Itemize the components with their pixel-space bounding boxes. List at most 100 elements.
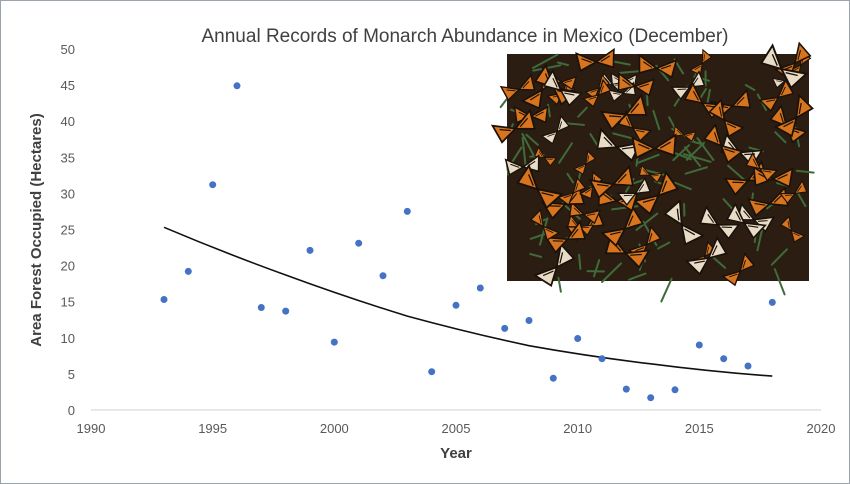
butterfly: [568, 201, 602, 225]
data-point: [355, 239, 363, 247]
butterfly: [632, 170, 679, 216]
monarch-butterfly-photo: [490, 41, 815, 303]
fir-needle: [773, 268, 786, 296]
butterfly: [617, 109, 653, 142]
fir-needle: [635, 212, 659, 231]
fir-needle: [578, 253, 582, 270]
y-tick-label: 50: [61, 42, 75, 57]
data-point: [257, 304, 265, 311]
fir-needle: [685, 141, 705, 161]
butterfly: [699, 205, 741, 240]
fir-needle: [547, 103, 551, 118]
butterfly: [582, 78, 612, 108]
butterfly: [773, 93, 814, 138]
chart-title: Annual Records of Monarch Abundance in M…: [202, 26, 729, 47]
butterfly: [599, 93, 648, 131]
y-tick-label: 10: [61, 331, 75, 346]
data-point: [695, 341, 703, 349]
x-tick-label: 2005: [442, 421, 471, 436]
fir-needle: [525, 133, 539, 146]
data-point: [452, 301, 460, 309]
butterfly: [703, 123, 744, 164]
fir-needle: [660, 277, 673, 303]
data-point: [233, 82, 241, 90]
y-tick-label: 0: [68, 403, 75, 418]
butterfly: [688, 48, 713, 76]
butterfly: [490, 108, 536, 144]
fir-needle: [770, 248, 788, 266]
fir-needle: [652, 109, 661, 131]
butterfly: [540, 114, 571, 145]
data-point: [379, 272, 387, 280]
fir-needle: [566, 172, 575, 184]
x-tick-label: 2015: [685, 421, 714, 436]
butterfly: [779, 215, 806, 243]
data-point: [647, 394, 655, 402]
butterfly: [638, 164, 664, 184]
data-point: [282, 307, 290, 315]
butterfly: [533, 242, 576, 287]
butterfly: [617, 71, 656, 97]
x-axis-title: Year: [440, 445, 472, 462]
x-tick-label: 1990: [77, 421, 106, 436]
fir-needle: [696, 137, 715, 161]
fir-needle: [727, 164, 746, 181]
data-point: [768, 298, 776, 306]
butterfly: [631, 133, 677, 160]
data-point: [525, 317, 533, 324]
y-tick-label: 30: [61, 186, 75, 201]
fir-needle: [628, 272, 647, 281]
fir-needle: [521, 132, 537, 160]
butterfly: [542, 69, 584, 107]
butterfly: [685, 235, 728, 276]
data-point: [501, 324, 509, 332]
fir-needle: [558, 142, 573, 164]
fir-needle: [744, 84, 756, 91]
y-axis-title: Area Forest Occupied (Hectares): [28, 113, 45, 346]
fir-needle: [795, 169, 815, 174]
butterfly: [588, 164, 635, 200]
y-tick-label: 5: [68, 367, 75, 382]
butterfly: [758, 78, 795, 112]
x-tick-label: 2010: [563, 421, 592, 436]
butterfly: [499, 73, 536, 102]
data-point: [306, 246, 314, 254]
fir-needle: [657, 241, 671, 250]
x-tick-label: 1995: [198, 421, 227, 436]
y-axis-ticks: 0 5 10 15 20 25 30 35 40 45 50: [61, 42, 75, 418]
butterfly: [529, 208, 561, 241]
y-tick-label: 40: [61, 114, 75, 129]
data-point: [549, 374, 557, 382]
butterfly: [534, 146, 558, 167]
x-tick-label: 2020: [807, 421, 836, 436]
data-point: [720, 355, 728, 363]
butterfly: [759, 43, 809, 90]
fir-needle: [636, 153, 660, 165]
fir-needle: [672, 144, 691, 162]
butterfly: [745, 151, 779, 182]
butterfly: [544, 220, 587, 254]
butterfly: [708, 98, 745, 138]
fir-needle: [619, 70, 641, 74]
butterfly: [516, 163, 564, 210]
data-point: [209, 181, 217, 189]
fir-needle: [531, 53, 559, 69]
data-point: [330, 338, 338, 346]
y-tick-label: 15: [61, 295, 75, 310]
butterfly: [575, 47, 615, 72]
fir-needle: [589, 133, 599, 146]
trendline: [163, 226, 773, 377]
fir-needle: [592, 259, 601, 278]
butterfly: [557, 176, 587, 206]
fir-needle: [557, 276, 562, 293]
butterfly: [638, 53, 678, 79]
fir-needle: [682, 153, 712, 163]
y-tick-label: 25: [61, 223, 75, 238]
fir-needle: [521, 136, 527, 167]
data-point: [744, 362, 752, 370]
fir-needle: [538, 217, 549, 246]
data-point: [160, 296, 168, 303]
butterfly: [663, 198, 706, 246]
